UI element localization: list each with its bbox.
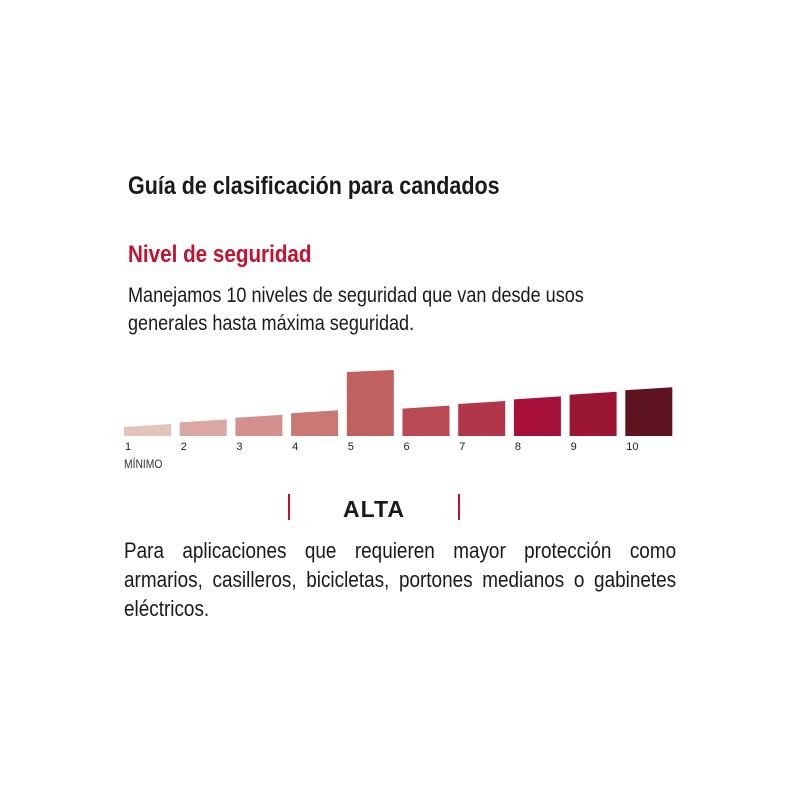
level-bar-9 [569,391,617,436]
level-label-2: 2 [181,441,187,453]
level-bar-10 [625,387,673,436]
level-label-4: 4 [292,441,298,453]
level-label-8: 8 [515,441,521,453]
section-subtitle: Nivel de seguridad [128,241,312,268]
category-description: Para aplicaciones que requieren mayor pr… [124,538,677,621]
level-bar-3 [235,414,283,436]
level-bar-6 [402,405,450,436]
level-bar-1 [124,424,171,436]
level-label-9: 9 [571,441,577,453]
minimum-label: MÍNIMO [124,457,163,471]
level-bar-8 [513,396,561,436]
page-title: Guía de clasificación para candados [128,172,500,200]
level-label-3: 3 [236,441,242,453]
level-label-10: 10 [626,441,638,453]
level-bar-4 [291,410,339,436]
right-divider [458,494,460,520]
category-label: ALTA [343,496,405,522]
intro-line: generales hasta máxima seguridad. [128,312,415,335]
level-bar-2 [179,419,227,436]
left-divider [288,494,290,520]
level-bar-5 [346,370,394,436]
level-label-5: 5 [348,441,354,453]
level-bar-7 [458,401,506,436]
level-label-7: 7 [459,441,465,453]
intro-text: Manejamos 10 niveles de seguridad que va… [128,282,584,338]
intro-line: Manejamos 10 niveles de seguridad que va… [128,284,584,307]
selected-category: ALTA [288,494,460,522]
level-label-1: 1 [125,441,131,453]
level-label-6: 6 [404,441,410,453]
